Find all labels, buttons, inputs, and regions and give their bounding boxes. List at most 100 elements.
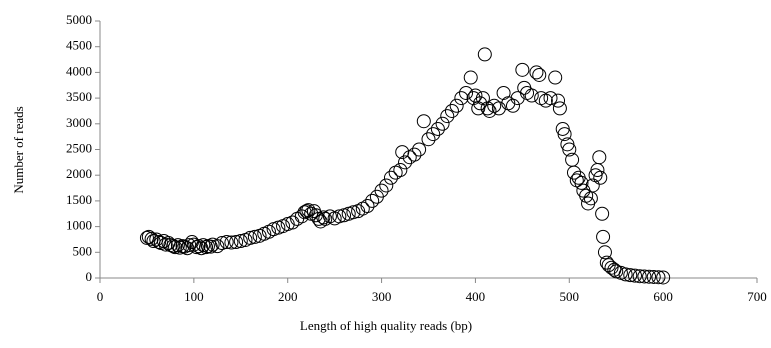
point	[199, 240, 214, 255]
point	[189, 240, 204, 255]
y-tick-label: 4000	[66, 63, 92, 78]
point	[168, 240, 183, 255]
point	[477, 47, 492, 62]
point	[538, 93, 553, 108]
point	[152, 235, 167, 250]
point	[210, 239, 225, 254]
point	[543, 91, 558, 106]
point	[412, 142, 427, 157]
point	[520, 85, 535, 100]
point	[515, 62, 530, 77]
point	[599, 255, 614, 270]
point	[604, 260, 619, 275]
point	[524, 88, 539, 103]
point	[592, 150, 607, 165]
point	[551, 93, 566, 108]
x-tick-label: 500	[560, 289, 580, 304]
point	[191, 239, 206, 254]
point	[475, 91, 490, 106]
point	[637, 269, 652, 284]
point	[383, 170, 398, 185]
point	[459, 85, 474, 100]
point	[224, 235, 239, 250]
y-tick-label: 1000	[66, 218, 92, 233]
point	[196, 238, 211, 253]
point	[585, 178, 600, 193]
y-tick-label: 2000	[66, 166, 92, 181]
point	[548, 70, 563, 85]
point	[501, 96, 516, 111]
point	[651, 270, 666, 285]
point	[166, 239, 181, 254]
point	[290, 211, 305, 226]
x-tick-label: 200	[278, 289, 298, 304]
point	[566, 165, 581, 180]
point	[595, 206, 610, 221]
point	[642, 269, 657, 284]
point	[416, 114, 431, 129]
point	[510, 91, 525, 106]
point	[301, 203, 316, 218]
y-tick-label: 2500	[66, 140, 92, 155]
point	[480, 101, 495, 116]
point	[170, 238, 185, 253]
point	[463, 70, 478, 85]
point	[346, 205, 361, 220]
point	[407, 147, 422, 162]
point	[593, 170, 608, 185]
point	[158, 237, 173, 252]
point	[365, 193, 380, 208]
point	[229, 235, 244, 250]
point	[529, 65, 544, 80]
point	[351, 204, 366, 219]
point	[632, 269, 647, 284]
point	[557, 127, 572, 142]
point	[627, 268, 642, 283]
point	[581, 196, 596, 211]
point	[435, 116, 450, 131]
y-tick-label: 500	[73, 243, 93, 258]
x-tick-label: 0	[97, 289, 104, 304]
point	[247, 229, 262, 244]
point	[597, 245, 612, 260]
y-tick-label: 0	[86, 269, 93, 284]
point	[623, 268, 638, 283]
point	[656, 270, 671, 285]
point	[421, 132, 436, 147]
y-axis-label: Number of reads	[11, 106, 26, 193]
point	[576, 183, 591, 198]
point	[194, 241, 209, 256]
point	[590, 163, 605, 178]
point	[444, 103, 459, 118]
point	[596, 229, 611, 244]
x-tick-label: 600	[653, 289, 673, 304]
point	[454, 91, 469, 106]
point	[360, 199, 375, 214]
point	[219, 235, 234, 250]
point	[574, 175, 589, 190]
point	[374, 183, 389, 198]
point	[517, 80, 532, 95]
point	[316, 210, 331, 225]
point	[430, 121, 445, 136]
point	[426, 127, 441, 142]
point	[505, 98, 520, 113]
x-tick-label: 100	[184, 289, 204, 304]
x-tick-label: 300	[372, 289, 392, 304]
point	[496, 85, 511, 100]
point	[618, 267, 633, 282]
point	[491, 101, 506, 116]
y-tick-label: 3000	[66, 115, 92, 130]
point	[583, 191, 598, 206]
x-tick-label: 700	[747, 289, 767, 304]
point	[172, 240, 187, 255]
point	[393, 163, 408, 178]
point	[646, 269, 661, 284]
point	[233, 233, 248, 248]
x-tick-label: 400	[466, 289, 486, 304]
y-tick-label: 3500	[66, 89, 92, 104]
point	[203, 239, 218, 254]
point	[440, 109, 455, 124]
point	[482, 103, 497, 118]
